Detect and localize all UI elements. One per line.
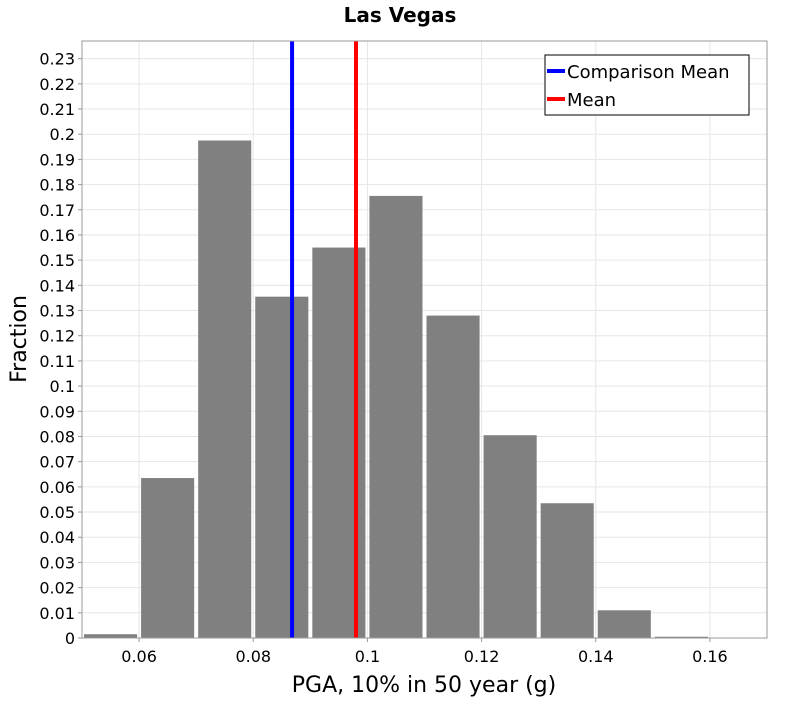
plot-frame bbox=[81, 40, 768, 639]
y-tick-label: 0.16 bbox=[39, 226, 75, 245]
histogram-bar bbox=[141, 478, 195, 638]
y-tick-label: 0.06 bbox=[39, 478, 75, 497]
y-tick-label: 0.18 bbox=[39, 176, 75, 195]
histogram-bar bbox=[426, 315, 480, 638]
histogram-bar bbox=[483, 435, 537, 638]
y-tick-label: 0.15 bbox=[39, 251, 75, 270]
y-tick-label: 0.19 bbox=[39, 150, 75, 169]
y-tick-label: 0.21 bbox=[39, 100, 75, 119]
histogram-bar bbox=[369, 195, 423, 638]
reference-lines bbox=[290, 41, 358, 638]
grid-lines bbox=[82, 41, 767, 639]
y-tick-label: 0.17 bbox=[39, 201, 75, 220]
x-tick-label: 0.1 bbox=[355, 647, 380, 666]
y-tick-label: 0.1 bbox=[50, 377, 75, 396]
x-axis-ticks: 0.06 0.08 0.1 0.12 0.14 0.16 bbox=[121, 638, 728, 666]
y-tick-label: 0.12 bbox=[39, 327, 75, 346]
y-tick-label: 0.13 bbox=[39, 302, 75, 321]
x-tick-label: 0.12 bbox=[464, 647, 500, 666]
legend-label-mean: Mean bbox=[567, 90, 616, 111]
y-tick-label: 0.08 bbox=[39, 427, 75, 446]
legend: Comparison Mean Mean bbox=[544, 54, 750, 116]
histogram-bar bbox=[654, 636, 708, 638]
y-tick-label: 0.07 bbox=[39, 453, 75, 472]
y-tick-label: 0.09 bbox=[39, 402, 75, 421]
y-tick-label: 0.11 bbox=[39, 352, 75, 371]
x-tick-label: 0.16 bbox=[692, 647, 728, 666]
plot-area bbox=[82, 41, 767, 638]
x-tick-label: 0.06 bbox=[121, 647, 157, 666]
y-tick-label: 0.14 bbox=[39, 276, 75, 295]
legend-label-comparison-mean: Comparison Mean bbox=[567, 62, 730, 83]
x-tick-label: 0.14 bbox=[578, 647, 614, 666]
y-tick-label: 0.22 bbox=[39, 75, 75, 94]
y-axis-ticks: 0 0.01 0.02 0.03 0.04 0.05 0.06 0.07 0.08 0.09 0.1… bbox=[39, 50, 82, 648]
x-tick-label: 0.08 bbox=[235, 647, 271, 666]
y-tick-label: 0.05 bbox=[39, 503, 75, 522]
y-tick-label: 0.03 bbox=[39, 553, 75, 572]
x-axis-label: PGA, 10% in 50 year (g) bbox=[292, 673, 556, 698]
histogram-bar bbox=[84, 634, 138, 638]
y-tick-label: 0.04 bbox=[39, 528, 75, 547]
y-tick-label: 0.02 bbox=[39, 579, 75, 598]
histogram-bar bbox=[597, 610, 651, 638]
y-tick-label: 0.23 bbox=[39, 50, 75, 69]
chart-title: Las Vegas bbox=[344, 3, 457, 27]
y-tick-label: 0.2 bbox=[50, 125, 75, 144]
histogram-bar bbox=[255, 296, 309, 638]
y-axis-label: Fraction bbox=[7, 295, 32, 383]
legend-box bbox=[544, 54, 750, 116]
y-tick-label: 0.01 bbox=[39, 604, 75, 623]
y-tick-label: 0 bbox=[65, 629, 75, 648]
histogram-bar bbox=[540, 503, 594, 638]
histogram-bar bbox=[198, 140, 252, 638]
